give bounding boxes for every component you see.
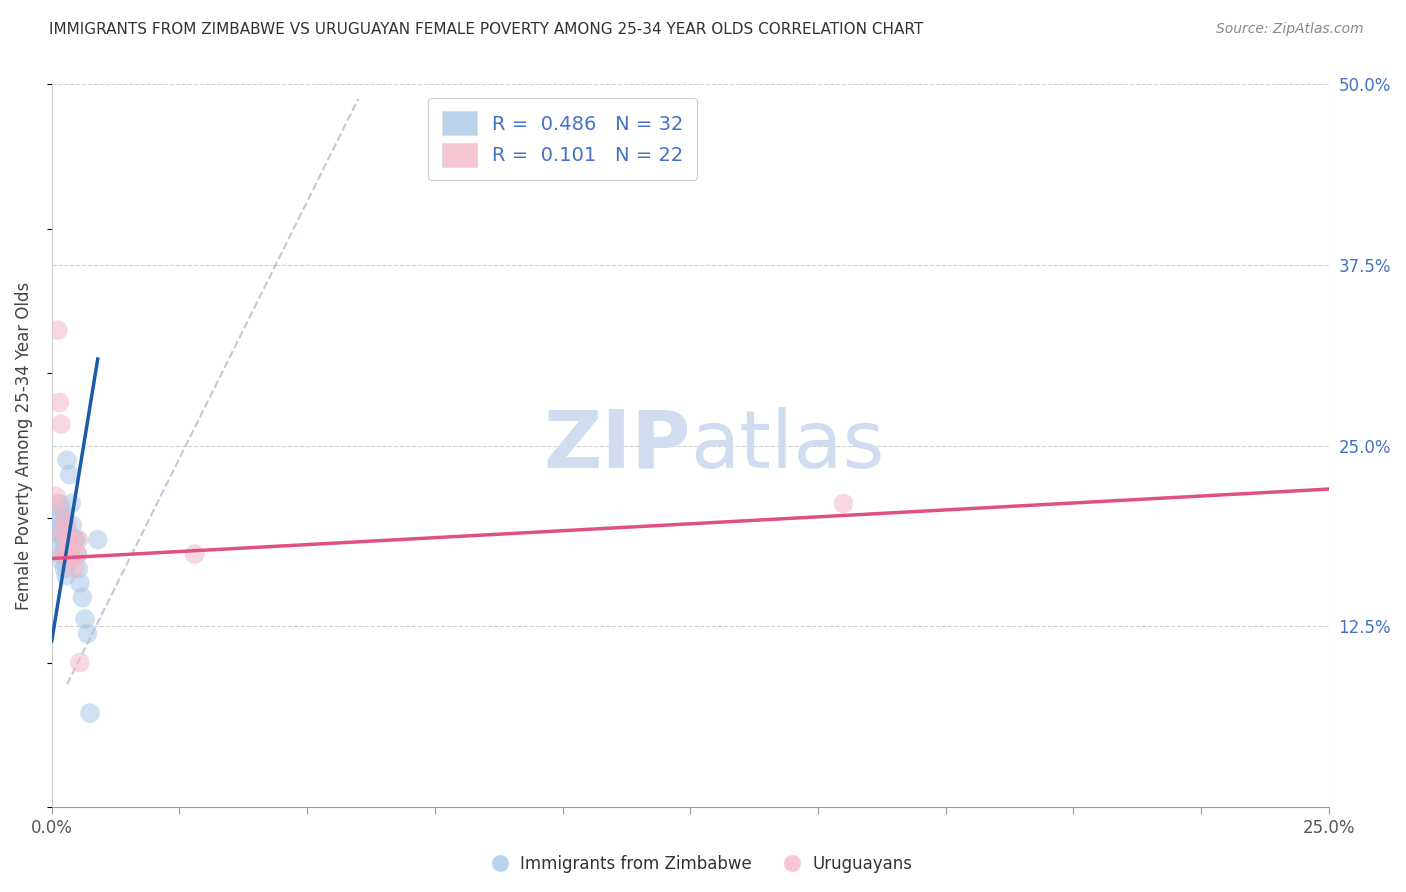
Point — [49, 518, 72, 533]
Point — [59, 547, 82, 561]
Point — [55, 518, 77, 533]
Point — [52, 533, 75, 547]
Point — [49, 417, 72, 431]
Point — [51, 554, 73, 568]
Point — [55, 533, 77, 547]
Text: Source: ZipAtlas.com: Source: ZipAtlas.com — [1216, 22, 1364, 37]
Point — [79, 706, 101, 720]
Point — [67, 533, 90, 547]
Point — [56, 453, 79, 467]
Text: atlas: atlas — [690, 407, 884, 484]
Point — [53, 511, 76, 525]
Legend: Immigrants from Zimbabwe, Uruguayans: Immigrants from Zimbabwe, Uruguayans — [486, 848, 920, 880]
Point — [87, 533, 110, 547]
Point — [48, 497, 70, 511]
Point — [55, 547, 77, 561]
Point — [67, 561, 90, 575]
Point — [69, 576, 91, 591]
Point — [52, 547, 75, 561]
Legend: R =  0.486   N = 32, R =  0.101   N = 22: R = 0.486 N = 32, R = 0.101 N = 22 — [427, 98, 697, 180]
Point — [45, 489, 67, 503]
Point — [60, 497, 83, 511]
Y-axis label: Female Poverty Among 25-34 Year Olds: Female Poverty Among 25-34 Year Olds — [15, 282, 32, 610]
Point — [51, 525, 73, 540]
Point — [60, 518, 83, 533]
Point — [73, 612, 96, 626]
Point — [66, 547, 89, 561]
Point — [51, 504, 73, 518]
Point — [66, 547, 89, 561]
Point — [60, 533, 83, 547]
Point — [62, 547, 84, 561]
Point — [76, 626, 98, 640]
Point — [184, 547, 207, 561]
Point — [49, 547, 72, 561]
Point — [56, 547, 79, 561]
Point — [53, 511, 76, 525]
Point — [832, 497, 855, 511]
Point — [65, 533, 87, 547]
Point — [45, 497, 67, 511]
Point — [63, 533, 86, 547]
Point — [52, 547, 75, 561]
Point — [56, 533, 79, 547]
Point — [59, 467, 82, 482]
Point — [46, 525, 69, 540]
Point — [55, 569, 77, 583]
Point — [62, 533, 84, 547]
Point — [46, 323, 69, 337]
Point — [53, 533, 76, 547]
Point — [48, 395, 70, 409]
Point — [69, 656, 91, 670]
Point — [72, 591, 94, 605]
Point — [48, 533, 70, 547]
Point — [53, 561, 76, 575]
Point — [56, 525, 79, 540]
Text: ZIP: ZIP — [543, 407, 690, 484]
Point — [60, 554, 83, 568]
Text: IMMIGRANTS FROM ZIMBABWE VS URUGUAYAN FEMALE POVERTY AMONG 25-34 YEAR OLDS CORRE: IMMIGRANTS FROM ZIMBABWE VS URUGUAYAN FE… — [49, 22, 924, 37]
Point — [55, 518, 77, 533]
Point — [45, 511, 67, 525]
Point — [63, 561, 86, 575]
